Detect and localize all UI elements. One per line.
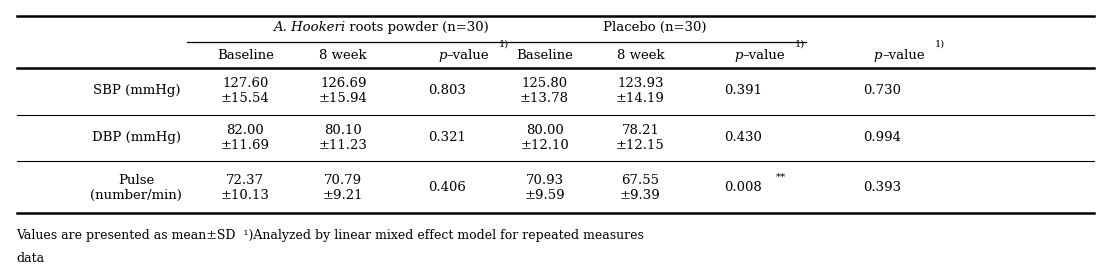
Text: Pulse
(number/min): Pulse (number/min)	[90, 174, 182, 202]
Text: 78.21
±12.15: 78.21 ±12.15	[617, 124, 664, 152]
Text: 80.10
±11.23: 80.10 ±11.23	[319, 124, 368, 152]
Text: 80.00
±12.10: 80.00 ±12.10	[520, 124, 569, 152]
Text: SBP (mmHg): SBP (mmHg)	[92, 84, 180, 97]
Text: Placebo (n=30): Placebo (n=30)	[603, 21, 707, 34]
Text: 0.406: 0.406	[428, 182, 466, 195]
Text: 126.69
±15.94: 126.69 ±15.94	[319, 76, 368, 105]
Text: 0.321: 0.321	[428, 131, 466, 144]
Text: 67.55
±9.39: 67.55 ±9.39	[620, 174, 661, 202]
Text: p: p	[873, 49, 882, 62]
Text: 0.430: 0.430	[724, 131, 762, 144]
Text: 0.393: 0.393	[863, 182, 901, 195]
Text: p: p	[438, 49, 447, 62]
Text: 0.008: 0.008	[724, 182, 762, 195]
Text: 1): 1)	[499, 40, 509, 49]
Text: 82.00
±11.69: 82.00 ±11.69	[221, 124, 270, 152]
Text: 0.391: 0.391	[723, 84, 762, 97]
Text: –value: –value	[447, 49, 489, 62]
Text: 127.60
±15.54: 127.60 ±15.54	[221, 76, 270, 105]
Text: 0.803: 0.803	[428, 84, 466, 97]
Text: 0.730: 0.730	[863, 84, 901, 97]
Text: A. Hookeri: A. Hookeri	[273, 21, 346, 34]
Text: DBP (mmHg): DBP (mmHg)	[92, 131, 181, 144]
Text: roots powder (n=30): roots powder (n=30)	[346, 21, 489, 34]
Text: Values are presented as mean±SD  ¹)Analyzed by linear mixed effect model for rep: Values are presented as mean±SD ¹)Analyz…	[17, 229, 644, 242]
Text: 70.93
±9.59: 70.93 ±9.59	[524, 174, 564, 202]
Text: data: data	[17, 252, 44, 265]
Text: –value: –value	[743, 49, 785, 62]
Text: 72.37
±10.13: 72.37 ±10.13	[221, 174, 270, 202]
Text: 8 week: 8 week	[617, 49, 664, 62]
Text: 125.80
±13.78: 125.80 ±13.78	[520, 76, 569, 105]
Text: Baseline: Baseline	[517, 49, 573, 62]
Text: 1): 1)	[934, 40, 944, 49]
Text: –value: –value	[882, 49, 924, 62]
Text: 1): 1)	[795, 40, 805, 49]
Text: **: **	[775, 173, 785, 182]
Text: Baseline: Baseline	[217, 49, 273, 62]
Text: p: p	[734, 49, 743, 62]
Text: 8 week: 8 week	[319, 49, 367, 62]
Text: 70.79
±9.21: 70.79 ±9.21	[323, 174, 363, 202]
Text: 123.93
±14.19: 123.93 ±14.19	[615, 76, 664, 105]
Text: 0.994: 0.994	[863, 131, 901, 144]
